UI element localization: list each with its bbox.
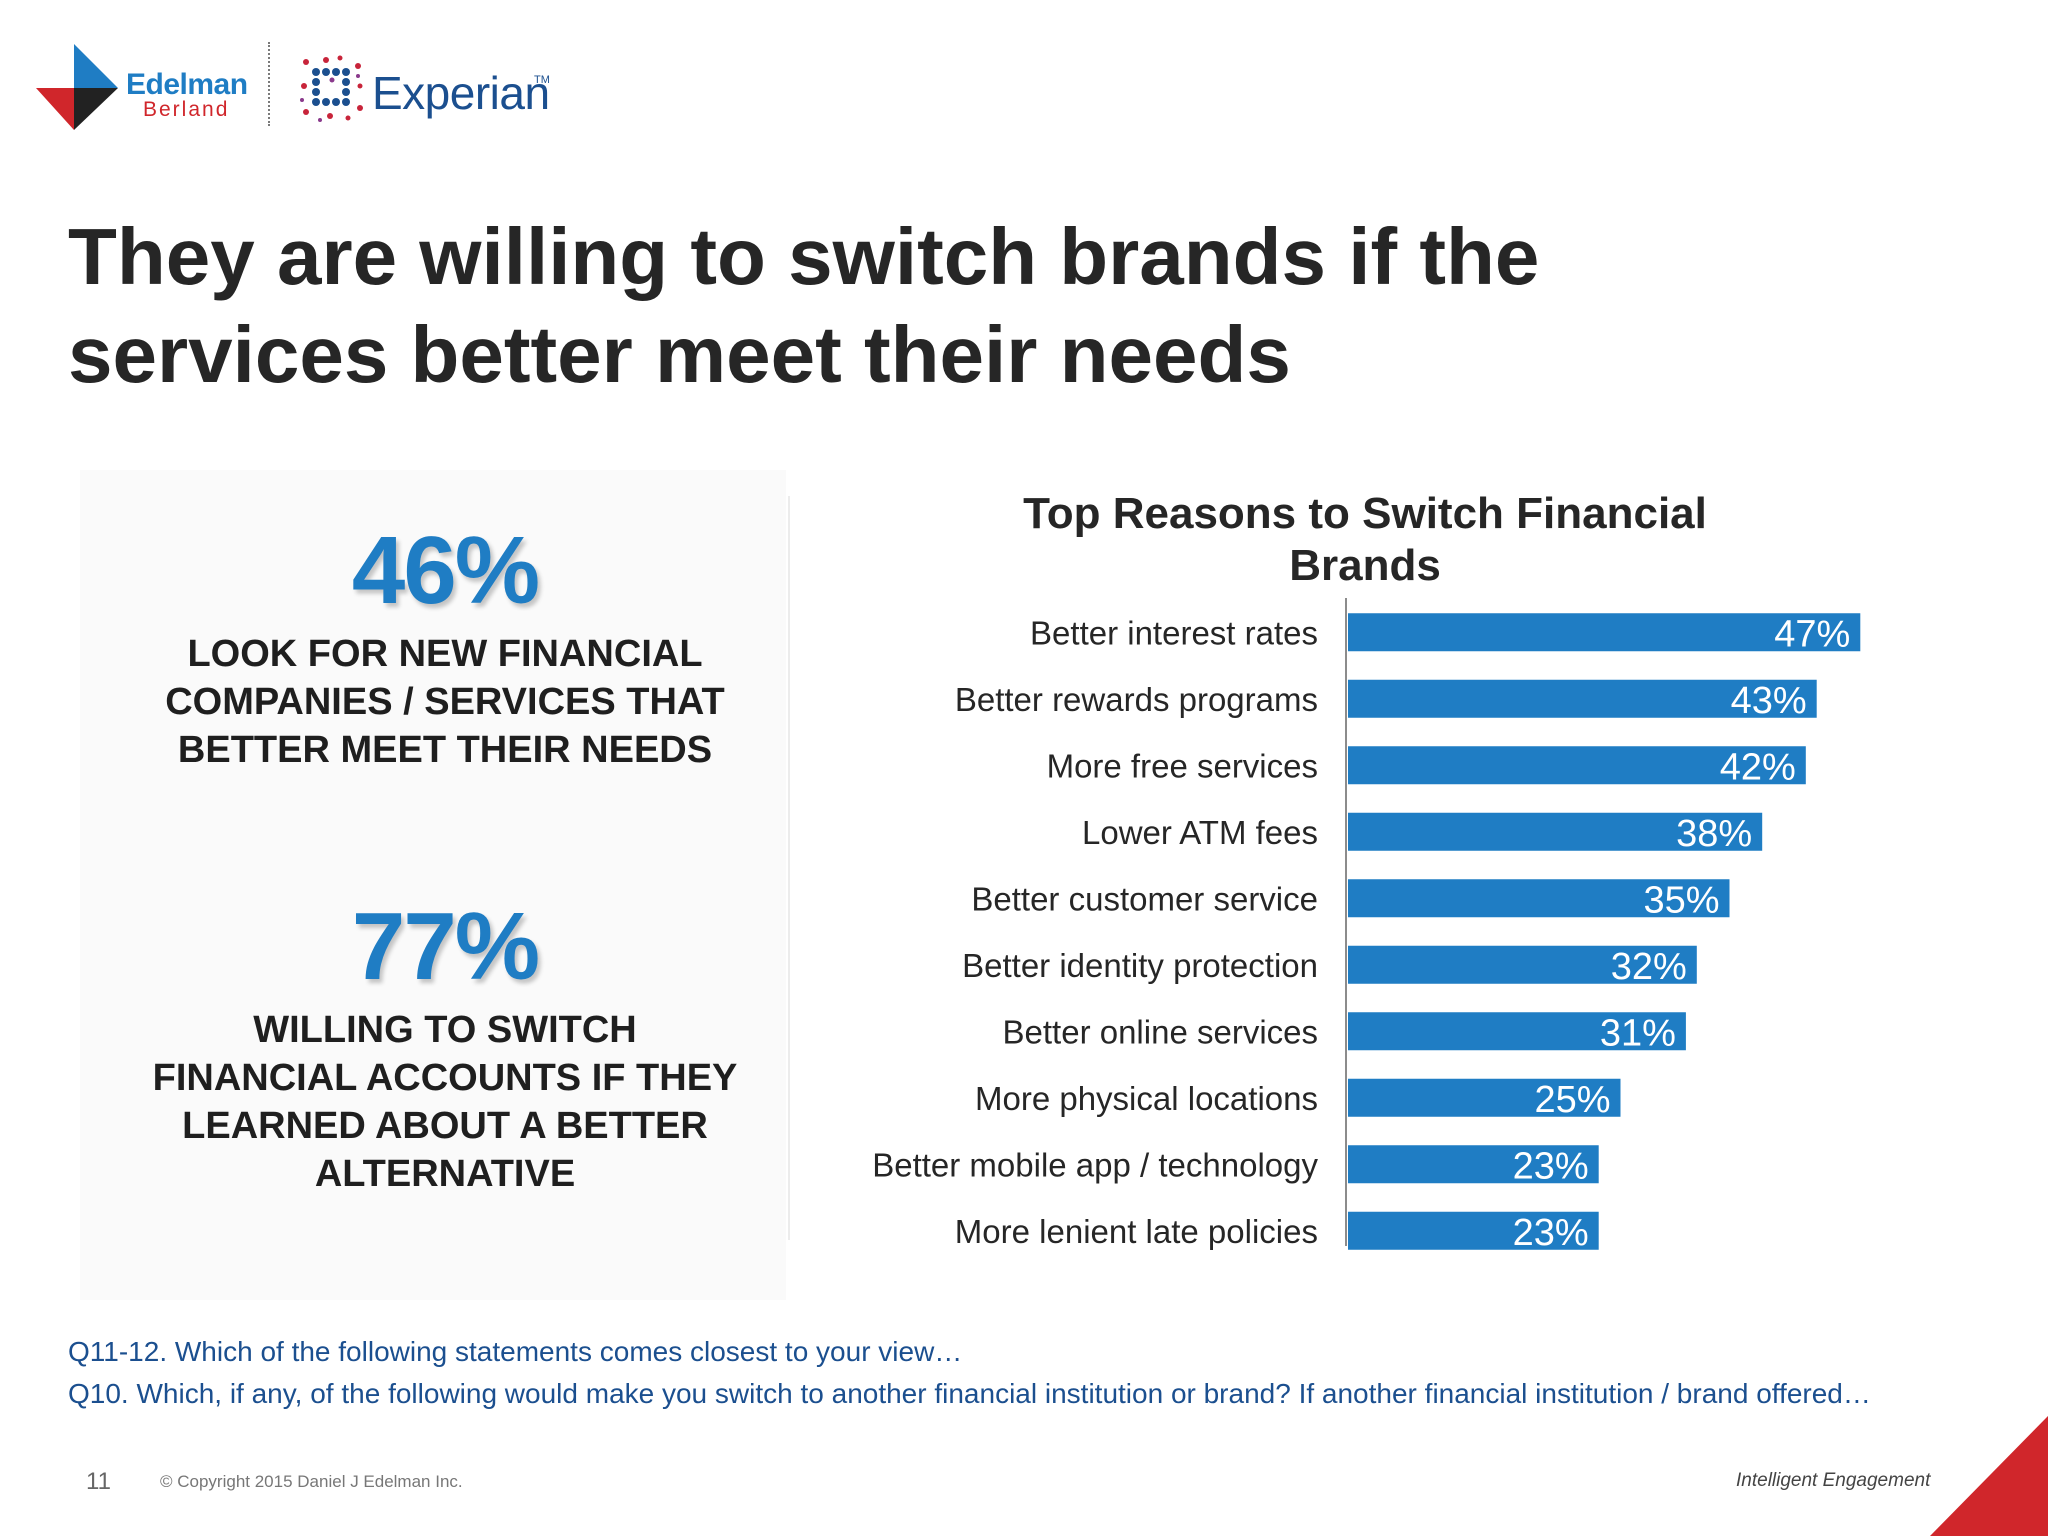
category-label-3: Lower ATM fees (1082, 814, 1318, 851)
stats-panel (80, 470, 786, 1300)
bar-1 (1348, 679, 1817, 718)
edelman-logo-mark (36, 44, 118, 130)
footer-tagline: Intelligent Engagement (1736, 1470, 1931, 1491)
bar-value-label-2: 42% (1720, 746, 1796, 788)
stat-label-willing-to-switch: WILLING TO SWITCH FINANCIAL ACCOUNTS IF … (152, 1009, 738, 1195)
bar-0 (1348, 613, 1861, 652)
category-label-4: Better customer service (971, 880, 1318, 917)
category-label-8: Better mobile app / technology (872, 1146, 1318, 1183)
corner-triangle-decoration (1930, 1416, 2048, 1536)
page-number: 11 (86, 1468, 111, 1495)
bar-value-label-6: 31% (1600, 1012, 1676, 1054)
experian-trademark: TM (534, 74, 550, 86)
logo-divider (268, 42, 270, 126)
panel-divider (788, 496, 790, 1240)
bar-value-label-3: 38% (1676, 813, 1752, 855)
chart-title: Top Reasons to Switch Financial Brands (1023, 489, 1707, 590)
category-label-2: More free services (1047, 747, 1318, 784)
bar-6 (1348, 1012, 1686, 1051)
stat-label-look-for-new: LOOK FOR NEW FINANCIAL COMPANIES / SERVI… (165, 633, 725, 771)
category-label-7: More physical locations (975, 1080, 1318, 1117)
bar-3 (1348, 812, 1763, 851)
category-label-1: Better rewards programs (955, 681, 1318, 718)
category-label-6: Better online services (1003, 1013, 1318, 1050)
bar-value-label-4: 35% (1643, 879, 1719, 921)
category-label-0: Better interest rates (1030, 614, 1318, 651)
bar-value-label-7: 25% (1534, 1079, 1610, 1121)
bar-value-label-0: 47% (1774, 613, 1850, 655)
stat-value-look-for-new: 46% (351, 517, 540, 624)
copyright-notice: © Copyright 2015 Daniel J Edelman Inc. (160, 1472, 463, 1491)
experian-logo-mark (300, 55, 363, 122)
bar-value-label-1: 43% (1731, 680, 1807, 722)
bar-8 (1348, 1145, 1599, 1184)
bar-value-label-8: 23% (1513, 1145, 1589, 1187)
slide-title: They are willing to switch brands if the… (68, 212, 1540, 399)
experian-logo-text: Experian (372, 67, 550, 119)
bar-2 (1348, 746, 1806, 785)
stat-value-willing-to-switch: 77% (351, 893, 540, 1000)
bar-9 (1348, 1211, 1599, 1250)
bar-5 (1348, 945, 1697, 984)
bar-value-label-5: 32% (1611, 946, 1687, 988)
bar-4 (1348, 879, 1730, 918)
edelman-logo-text: Edelman (126, 68, 248, 101)
footnote-question-1: Q11-12. Which of the following statement… (68, 1336, 963, 1367)
category-label-5: Better identity protection (962, 947, 1318, 984)
berland-logo-text: Berland (143, 98, 230, 121)
category-label-9: More lenient late policies (955, 1213, 1318, 1250)
bar-value-label-9: 23% (1513, 1212, 1589, 1254)
bar-7 (1348, 1078, 1621, 1117)
footnote-question-2: Q10. Which, if any, of the following wou… (68, 1378, 1871, 1409)
